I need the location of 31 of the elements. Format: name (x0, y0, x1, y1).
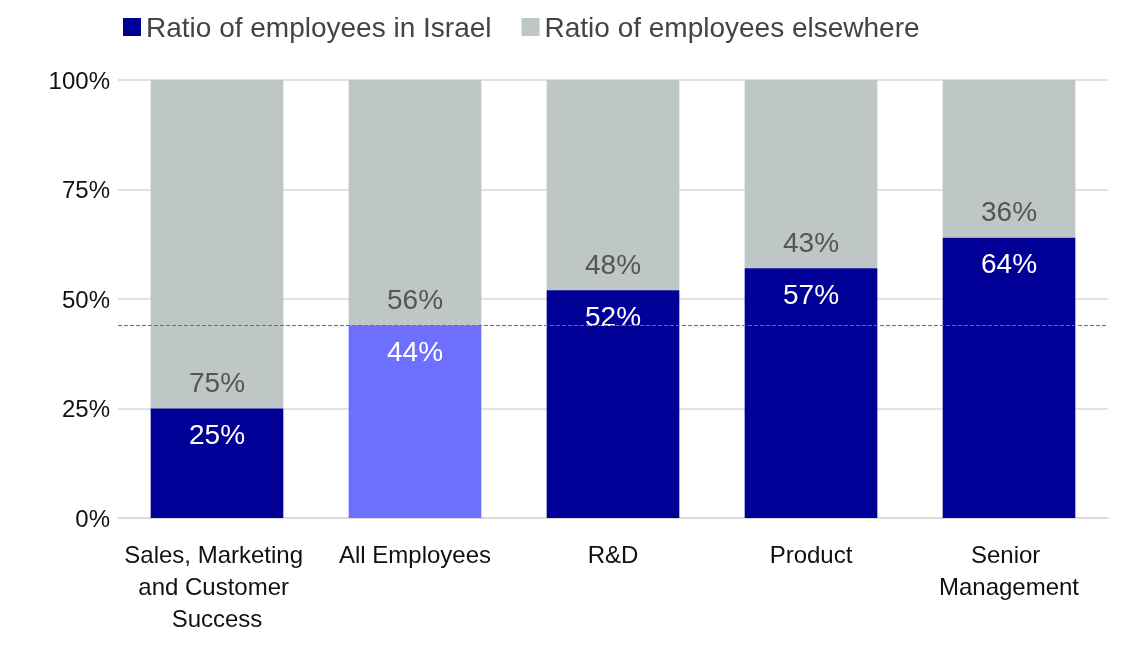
legend-label: Ratio of employees elsewhere (544, 11, 920, 43)
y-tick-label: 50% (61, 285, 110, 313)
data-label: 25% (188, 419, 246, 450)
x-tick-label: Sales, Marketing and Customer Success (124, 540, 310, 632)
x-tick-label: Senior Management (938, 540, 1080, 600)
data-label: 48% (584, 248, 642, 280)
data-label: 57% (782, 278, 840, 310)
bar (348, 80, 482, 326)
data-label: 75% (188, 367, 246, 398)
data-label: 36% (980, 196, 1038, 228)
bar (546, 80, 680, 291)
bar (150, 408, 284, 518)
bar (744, 80, 878, 269)
bar (744, 268, 878, 518)
y-tick-label: 100% (48, 66, 110, 94)
y-tick-label: 0% (75, 504, 110, 532)
legend-label: Ratio of employees in Israel (146, 11, 492, 43)
bar (150, 80, 284, 409)
data-label: 56% (386, 283, 444, 315)
data-label: 43% (782, 226, 840, 258)
data-label: 64% (980, 248, 1038, 280)
bar (942, 80, 1076, 238)
y-tick-label: 25% (61, 395, 110, 422)
bar (348, 325, 482, 518)
x-tick-label: All Employees (338, 540, 492, 568)
x-tick-label: Product (769, 540, 853, 568)
x-tick-label: R&D (587, 540, 639, 568)
data-label: 44% (386, 335, 444, 367)
y-tick-label: 75% (61, 176, 110, 203)
bar (546, 290, 680, 518)
bar (942, 237, 1076, 518)
